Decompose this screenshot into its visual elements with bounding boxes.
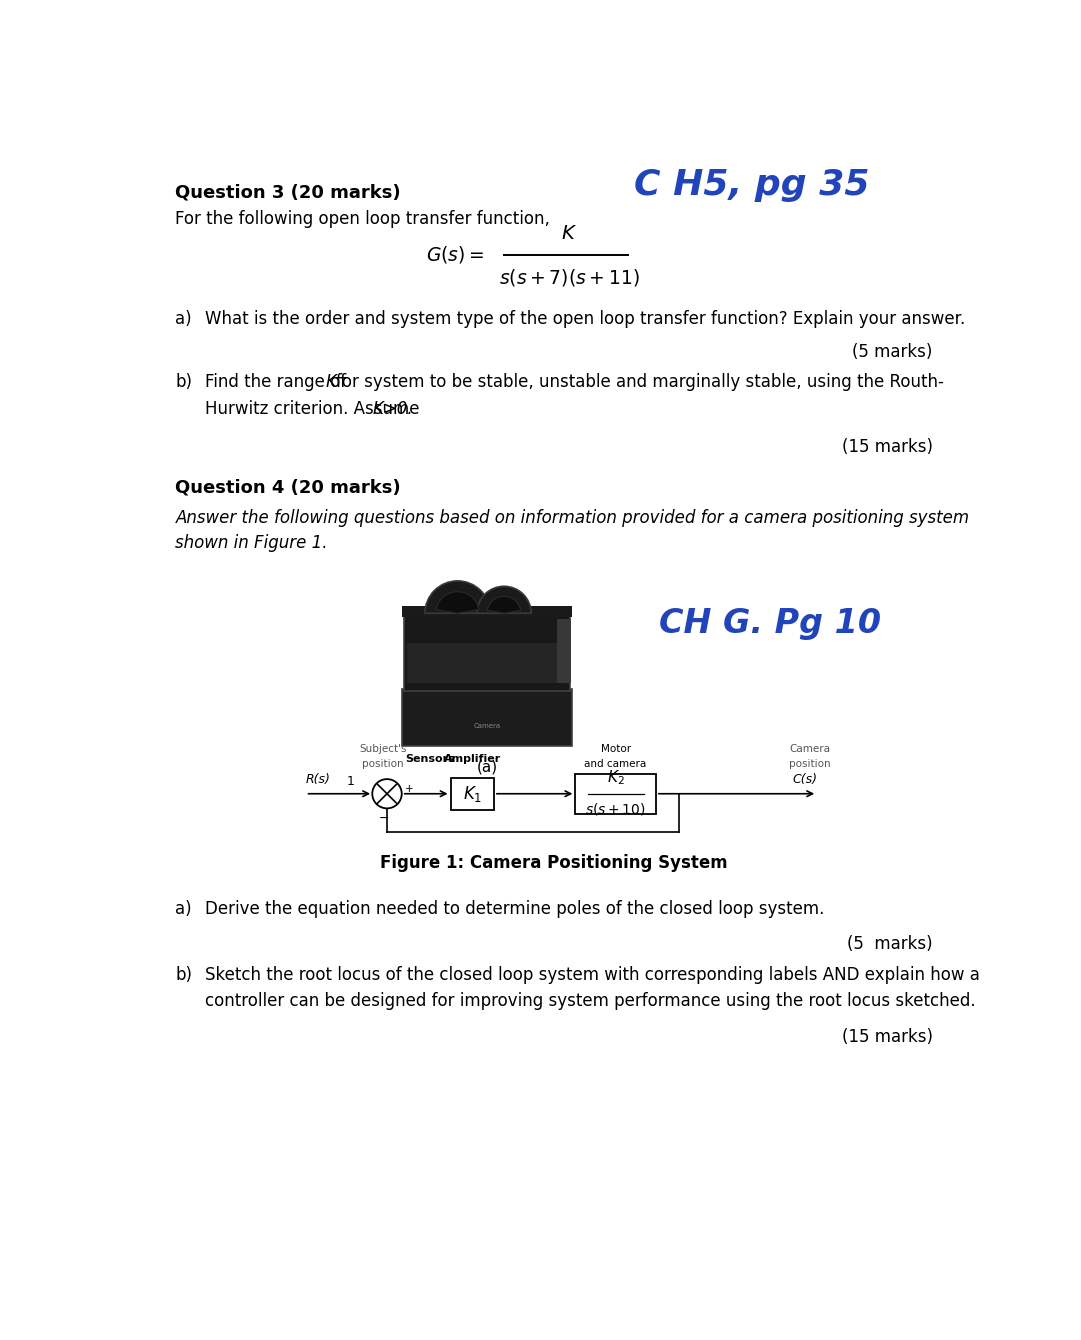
Text: (5  marks): (5 marks) xyxy=(848,935,933,954)
Wedge shape xyxy=(425,582,490,614)
Wedge shape xyxy=(436,592,479,614)
Text: $K_2$: $K_2$ xyxy=(606,768,625,787)
Text: CH G. Pg 10: CH G. Pg 10 xyxy=(658,607,881,641)
Text: Figure 1: Camera Positioning System: Figure 1: Camera Positioning System xyxy=(381,854,728,872)
Text: Amplifier: Amplifier xyxy=(443,754,501,765)
Text: What is the order and system type of the open loop transfer function? Explain yo: What is the order and system type of the… xyxy=(205,310,965,328)
Text: C H5, pg 35: C H5, pg 35 xyxy=(633,169,869,202)
Text: a): a) xyxy=(175,310,192,328)
Text: $s(s+7)(s+11)$: $s(s+7)(s+11)$ xyxy=(499,267,640,288)
Text: R(s): R(s) xyxy=(306,773,331,787)
Text: Camera: Camera xyxy=(789,745,830,754)
Bar xyxy=(575,773,656,813)
Text: position: position xyxy=(788,758,830,769)
Text: b): b) xyxy=(175,374,192,391)
Text: K: K xyxy=(325,374,336,391)
Text: and camera: and camera xyxy=(585,758,646,769)
Text: Sensors: Sensors xyxy=(404,754,454,765)
Bar xyxy=(404,612,570,691)
Circle shape xyxy=(372,779,402,808)
FancyBboxPatch shape xyxy=(402,689,572,746)
Bar xyxy=(408,643,566,683)
Text: (5 marks): (5 marks) xyxy=(852,343,933,360)
Bar xyxy=(451,777,494,809)
Text: Derive the equation needed to determine poles of the closed loop system.: Derive the equation needed to determine … xyxy=(205,900,824,918)
Text: Sketch the root locus of the closed loop system with corresponding labels AND ex: Sketch the root locus of the closed loop… xyxy=(205,966,979,984)
Text: (15 marks): (15 marks) xyxy=(842,438,933,456)
Wedge shape xyxy=(488,596,521,614)
Text: Answer the following questions based on information provided for a camera positi: Answer the following questions based on … xyxy=(175,509,970,527)
Text: controller can be designed for improving system performance using the root locus: controller can be designed for improving… xyxy=(205,993,975,1010)
Text: position: position xyxy=(362,758,404,769)
Text: (a): (a) xyxy=(477,760,497,775)
Text: shown in Figure 1.: shown in Figure 1. xyxy=(175,535,328,552)
Text: For the following open loop transfer function,: For the following open loop transfer fun… xyxy=(175,210,550,228)
Text: −: − xyxy=(378,812,389,824)
Text: Hurwitz criterion. Assume: Hurwitz criterion. Assume xyxy=(205,399,425,418)
Text: Find the range of: Find the range of xyxy=(205,374,351,391)
Text: a): a) xyxy=(175,900,192,918)
Text: for system to be stable, unstable and marginally stable, using the Routh-: for system to be stable, unstable and ma… xyxy=(336,374,944,391)
Bar xyxy=(557,619,571,683)
Text: Subject's: Subject's xyxy=(359,745,406,754)
Text: K>0.: K>0. xyxy=(373,399,413,418)
Text: (15 marks): (15 marks) xyxy=(842,1028,933,1045)
Text: $K$: $K$ xyxy=(561,224,577,243)
Text: Motor: Motor xyxy=(601,745,630,754)
Text: 1: 1 xyxy=(347,775,355,788)
Text: b): b) xyxy=(175,966,192,984)
Text: $G(s) =$: $G(s) =$ xyxy=(426,244,484,265)
Text: Question 3 (20 marks): Question 3 (20 marks) xyxy=(175,184,401,202)
Text: C(s): C(s) xyxy=(792,773,817,787)
Text: $K_1$: $K_1$ xyxy=(463,784,482,804)
Text: Question 4 (20 marks): Question 4 (20 marks) xyxy=(175,478,401,496)
Text: Camera: Camera xyxy=(473,724,501,729)
Bar xyxy=(402,606,572,618)
Text: $s(s+10)$: $s(s+10)$ xyxy=(585,801,646,816)
Text: +: + xyxy=(404,784,413,795)
Wedge shape xyxy=(477,587,531,614)
